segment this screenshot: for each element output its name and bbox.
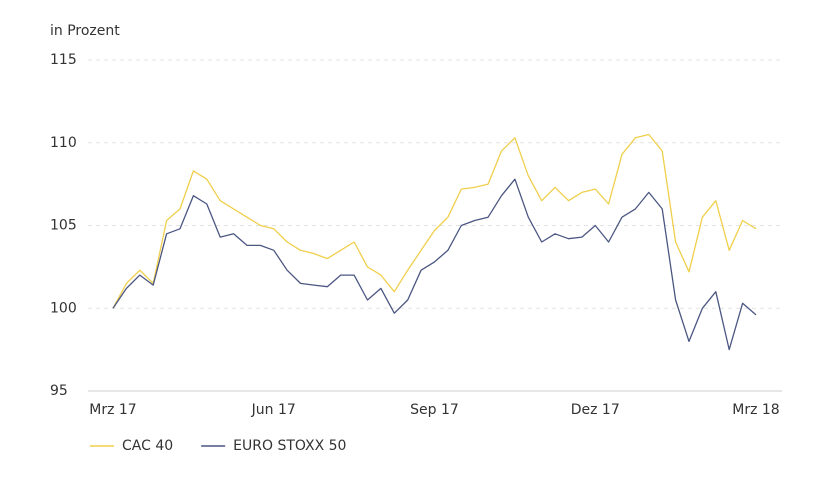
x-tick-label: Mrz 17 [89, 402, 136, 418]
series-line [112, 133, 757, 309]
y-tick-label: 115 [50, 52, 77, 68]
x-tick-label: Jun 17 [251, 402, 296, 418]
series-line [112, 178, 757, 351]
x-tick-label: Mrz 18 [732, 402, 779, 418]
x-tick-label: Dez 17 [571, 402, 620, 418]
y-tick-label: 100 [50, 300, 77, 316]
legend-label: EURO STOXX 50 [233, 438, 346, 454]
y-tick-label: 105 [50, 218, 77, 234]
y-tick-label: 95 [50, 383, 68, 399]
legend-label: CAC 40 [122, 438, 173, 454]
y-tick-label: 110 [50, 135, 77, 151]
x-tick-label: Sep 17 [410, 402, 459, 418]
y-axis-label: in Prozent [50, 23, 120, 39]
